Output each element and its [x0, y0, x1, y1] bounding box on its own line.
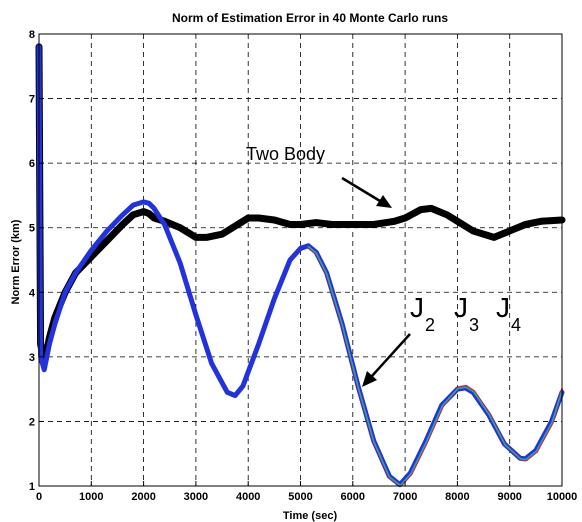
x-tick-label: 1000: [79, 491, 103, 503]
two-body-label: Two Body: [246, 144, 325, 164]
x-tick-label: 4000: [236, 491, 260, 503]
series-layer: [35, 43, 566, 488]
j4-label: J: [496, 292, 510, 323]
y-tick-label: 1: [29, 481, 35, 493]
x-axis-label: Time (sec): [283, 510, 338, 522]
y-axis-label: Norm Error (km): [10, 219, 22, 304]
y-tick-label: 6: [29, 158, 35, 170]
y-tick-label: 4: [29, 287, 36, 299]
ticks: 0 1000 2000 3000 4000 5000 6000 7000 8000 9000 100…: [29, 29, 577, 503]
series-j3: [307, 246, 563, 487]
x-tick-label: 6000: [341, 491, 365, 503]
y-tick-label: 7: [29, 94, 35, 106]
j3-subscript: 3: [469, 315, 479, 335]
y-tick-label: 3: [29, 352, 35, 364]
annotations: Two Body J 2 J 3 J 4: [246, 144, 521, 387]
j2-label: J: [410, 292, 424, 323]
j2-subscript: 2: [425, 315, 435, 335]
series-j4: [307, 245, 563, 487]
series-j2: [36, 44, 565, 488]
two-body-arrow-head: [376, 195, 392, 208]
x-tick-label: 2000: [131, 491, 155, 503]
y-tick-label: 2: [29, 416, 35, 428]
grid: [39, 34, 562, 486]
x-tick-label: 7000: [393, 491, 417, 503]
x-tick-label: 8000: [445, 491, 469, 503]
x-tick-label: 9000: [497, 491, 521, 503]
x-tick-label: 3000: [184, 491, 208, 503]
x-tick-label: 5000: [288, 491, 312, 503]
x-tick-label: 10000: [547, 491, 578, 503]
j3-label: J: [454, 292, 468, 323]
y-tick-label: 8: [29, 29, 35, 41]
x-tick-label: 0: [36, 491, 42, 503]
j-arrow-head: [362, 371, 377, 387]
chart-title: Norm of Estimation Error in 40 Monte Car…: [172, 11, 448, 25]
two-body-arrow-line: [341, 176, 381, 203]
j-arrow-line: [371, 333, 411, 377]
j4-subscript: 4: [511, 315, 521, 335]
y-tick-label: 5: [29, 223, 35, 235]
